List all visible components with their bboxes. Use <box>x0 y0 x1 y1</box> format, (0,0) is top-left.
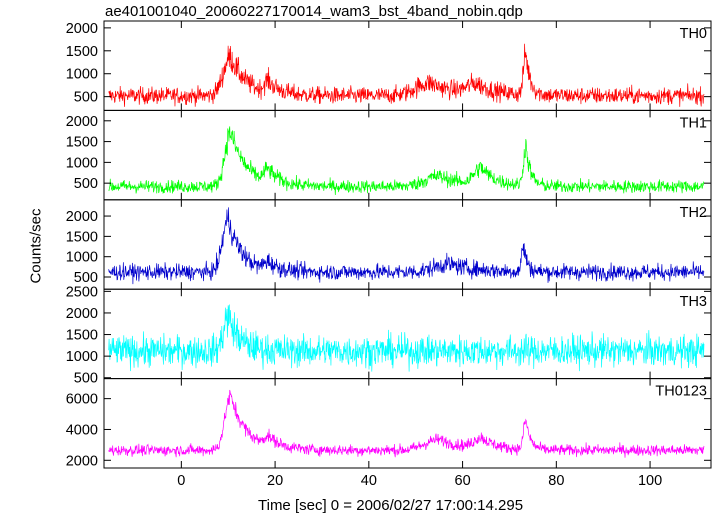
panel-label-th2: TH2 <box>680 205 707 221</box>
x-tick-label: 40 <box>361 473 377 489</box>
y-tick-label: 2000 <box>66 209 98 225</box>
x-tick-label: 100 <box>638 473 662 489</box>
panel-frame-th3 <box>103 288 712 380</box>
series-line-th0 <box>108 43 705 107</box>
x-tick-label: 20 <box>267 473 283 489</box>
series-line-th3 <box>108 304 705 372</box>
y-tick-label: 1500 <box>66 135 98 151</box>
panel-label-th1: TH1 <box>680 115 707 131</box>
y-tick-label: 500 <box>74 270 98 286</box>
x-tick-label: 80 <box>548 473 564 489</box>
y-tick-label: 1000 <box>66 349 98 365</box>
y-tick-label: 500 <box>74 90 98 106</box>
panel-label-th0: TH0 <box>680 26 707 42</box>
series-line-th2 <box>108 207 705 285</box>
y-tick-label: 4000 <box>66 422 98 438</box>
panel-frame-th0123 <box>103 378 712 469</box>
panel-label-th3: TH3 <box>680 294 707 310</box>
y-tick-label: 2500 <box>66 284 98 300</box>
y-tick-label: 1500 <box>66 44 98 60</box>
y-tick-label: 1000 <box>66 250 98 266</box>
x-tick-label: 60 <box>455 473 471 489</box>
y-tick-label: 2000 <box>66 114 98 130</box>
y-tick-label: 6000 <box>66 392 98 408</box>
series-line-th1 <box>108 126 705 195</box>
y-tick-label: 500 <box>74 176 98 192</box>
y-tick-label: 500 <box>74 371 98 387</box>
chart-title: ae401001040_20060227170014_wam3_bst_4ban… <box>105 3 523 20</box>
series-line-th0123 <box>108 389 705 458</box>
y-tick-label: 2000 <box>66 21 98 37</box>
x-axis-label: Time [sec] 0 = 2006/02/27 17:00:14.295 <box>258 497 524 514</box>
y-tick-label: 2000 <box>66 453 98 469</box>
panel-label-th0123: TH0123 <box>655 384 707 400</box>
y-tick-label: 1500 <box>66 328 98 344</box>
y-tick-label: 1000 <box>66 155 98 171</box>
y-tick-label: 2000 <box>66 306 98 322</box>
y-tick-label: 1500 <box>66 229 98 245</box>
y-tick-label: 1000 <box>66 67 98 83</box>
x-tick-label: 0 <box>177 473 185 489</box>
